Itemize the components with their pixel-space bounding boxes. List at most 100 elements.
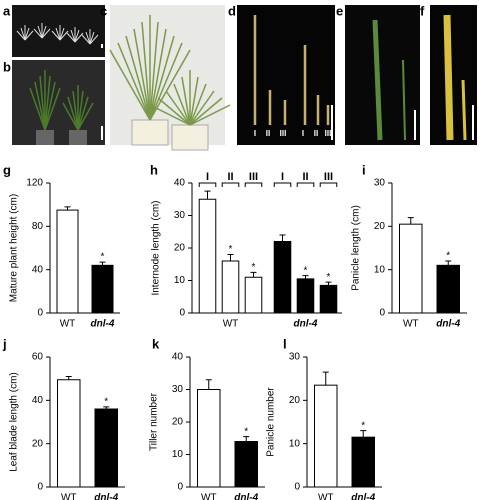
error-bar	[322, 371, 329, 386]
y-tick-label: 0	[379, 308, 385, 319]
y-tick-label: 30	[174, 210, 186, 221]
plant	[29, 87, 46, 131]
plant	[149, 28, 167, 121]
bar	[94, 408, 118, 488]
panel-label: a	[3, 3, 11, 18]
photo-label: II	[314, 129, 318, 138]
y-axis-title: Mature plant height (cm)	[9, 194, 20, 302]
pot	[131, 119, 169, 146]
y-tick-label: 10	[172, 449, 184, 460]
plant	[181, 76, 191, 126]
y-tick-label: 0	[37, 308, 43, 319]
pot	[36, 130, 54, 145]
photo	[12, 5, 105, 57]
bracket	[273, 182, 292, 187]
plant	[55, 27, 61, 41]
plant	[141, 21, 151, 121]
bar	[56, 209, 79, 314]
panel-label: f	[420, 3, 425, 18]
bar	[244, 276, 263, 314]
error-bar	[227, 254, 234, 261]
bar	[198, 198, 217, 314]
significance: *	[327, 272, 331, 283]
plant	[41, 28, 51, 39]
plant	[44, 81, 56, 131]
error-bar	[243, 436, 250, 442]
plant	[59, 27, 65, 41]
error-bar	[407, 217, 414, 225]
bar	[436, 264, 460, 314]
photo	[430, 5, 477, 145]
plant	[33, 28, 43, 39]
plant	[117, 42, 151, 121]
bar	[314, 384, 338, 488]
y-tick-label: 30	[374, 178, 386, 189]
category-label: I	[281, 171, 284, 183]
plant	[62, 102, 79, 131]
x-tick-label: WT	[60, 319, 76, 330]
plant	[44, 75, 51, 131]
y-tick-label: 10	[289, 438, 301, 449]
panel-label: d	[228, 3, 236, 18]
bracket	[221, 182, 240, 187]
y-tick-label: 20	[172, 417, 184, 428]
y-tick-label: 0	[179, 308, 185, 319]
plant	[133, 28, 151, 121]
bar	[319, 284, 338, 314]
plant	[189, 90, 215, 126]
error-bar	[279, 234, 286, 242]
plant	[74, 32, 84, 43]
y-tick-label: 20	[32, 438, 44, 449]
bar	[221, 260, 240, 314]
plant	[59, 30, 69, 41]
error-bar	[65, 376, 72, 380]
x-tick-label: dnl-4	[91, 319, 115, 330]
bar	[351, 436, 375, 488]
plant	[77, 90, 84, 131]
photo	[12, 60, 105, 145]
y-axis-title: Tiller number	[149, 392, 160, 451]
y-tick-label: 120	[26, 178, 43, 189]
panel-label: l	[283, 336, 287, 351]
panel-label: c	[100, 3, 107, 18]
significance: *	[304, 265, 308, 276]
error-bar	[205, 379, 212, 390]
plant	[51, 30, 61, 41]
bar	[234, 441, 258, 488]
panicle	[443, 14, 454, 141]
photo-label: III	[280, 129, 287, 138]
x-tick-label: WT	[201, 493, 217, 500]
bar	[273, 241, 292, 314]
plant	[74, 29, 80, 43]
plant	[34, 81, 46, 131]
y-tick-label: 60	[32, 352, 44, 363]
y-tick-label: 0	[294, 482, 300, 493]
bar	[197, 389, 221, 488]
y-tick-label: 30	[289, 352, 301, 363]
plant	[39, 75, 46, 131]
y-tick-label: 0	[177, 482, 183, 493]
plant	[165, 90, 191, 126]
x-tick-label: WT	[403, 319, 419, 330]
plant	[44, 87, 61, 131]
plant	[125, 35, 151, 121]
plant	[189, 104, 231, 126]
pot	[171, 124, 209, 151]
photo-label: II	[266, 129, 270, 138]
photo-label: I	[254, 129, 256, 138]
error-bar	[302, 275, 309, 279]
plant	[81, 34, 91, 45]
category-label: III	[249, 171, 258, 183]
error-bar	[250, 271, 257, 278]
bar	[57, 379, 81, 488]
bracket	[244, 182, 263, 187]
panel-label: e	[336, 3, 343, 18]
error-bar	[325, 281, 332, 286]
y-axis-title: Internode length (cm)	[151, 200, 162, 295]
plant	[85, 31, 91, 45]
y-axis-title: Panicle length (cm)	[351, 205, 362, 291]
panicle	[461, 79, 467, 141]
error-bar	[103, 406, 110, 409]
